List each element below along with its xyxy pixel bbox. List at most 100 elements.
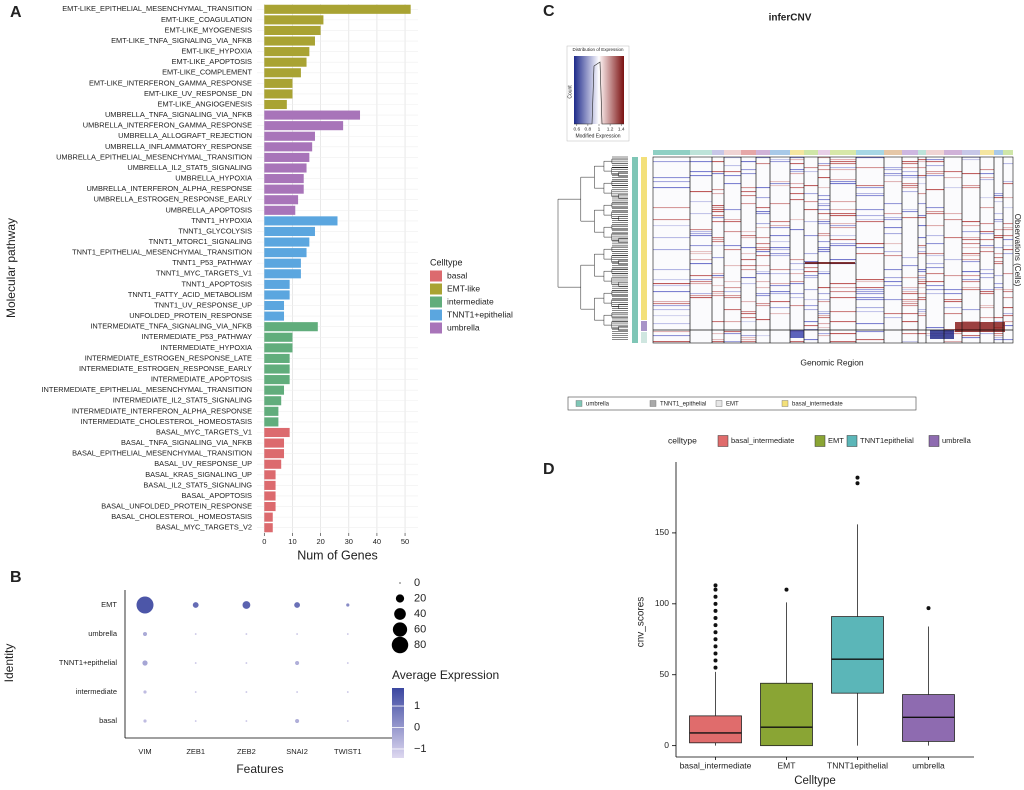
heatmap-cell bbox=[856, 297, 884, 299]
heatmap-cell bbox=[918, 269, 926, 271]
heatmap-cell bbox=[902, 277, 918, 279]
heatmap-cell bbox=[690, 233, 712, 235]
heatmap-cell bbox=[756, 265, 770, 267]
legend-label: TNNT1+epithelial bbox=[447, 309, 513, 319]
heatmap-cell bbox=[790, 263, 804, 265]
y-tick-label: TNNT1_P53_PATHWAY bbox=[172, 258, 252, 267]
heatmap-cell bbox=[770, 159, 790, 161]
dot bbox=[192, 602, 199, 608]
heatmap-cell bbox=[724, 249, 741, 251]
legend-label: umbrella bbox=[942, 436, 972, 445]
y-tick-label: TNNT1_FATTY_ACID_METABOLISM bbox=[128, 290, 252, 299]
region-annotation bbox=[980, 150, 994, 155]
heatmap-cell bbox=[884, 227, 902, 229]
heatmap-cell bbox=[962, 279, 980, 281]
legend-swatch bbox=[430, 296, 442, 308]
heatmap-cell bbox=[790, 341, 804, 343]
heatmap-cell bbox=[926, 165, 944, 167]
heatmap-cell bbox=[902, 167, 918, 169]
heatmap-cell bbox=[1003, 253, 1013, 255]
heatmap-cell bbox=[980, 197, 994, 199]
heatmap-cell bbox=[790, 157, 804, 159]
heatmap-cell bbox=[980, 293, 994, 295]
heatmap-cell bbox=[884, 213, 902, 215]
bar bbox=[264, 152, 310, 162]
bar bbox=[264, 174, 304, 184]
outlier bbox=[713, 644, 718, 649]
heatmap-background bbox=[653, 157, 1013, 343]
legend-label: TNNT1epithelial bbox=[860, 436, 914, 445]
legend-label: EMT bbox=[828, 436, 844, 445]
legend-label: intermediate bbox=[447, 296, 494, 306]
outlier bbox=[713, 637, 718, 642]
heatmap-cell bbox=[770, 253, 790, 255]
heatmap-cell bbox=[980, 169, 994, 171]
dendrogram-branch bbox=[580, 176, 595, 222]
dot bbox=[295, 660, 300, 666]
heatmap-cell bbox=[918, 277, 926, 279]
color-key-y-title: Count bbox=[567, 85, 573, 99]
heatmap-cell bbox=[918, 193, 926, 195]
region-annotation bbox=[712, 150, 724, 155]
heatmap-cell bbox=[918, 167, 926, 169]
heatmap-cell bbox=[980, 333, 994, 335]
heatmap-cell bbox=[994, 257, 1003, 259]
heatmap-cell bbox=[724, 219, 741, 221]
heatmap-cell bbox=[980, 291, 994, 293]
bar bbox=[264, 269, 301, 279]
chart-title: inferCNV bbox=[769, 13, 812, 24]
heatmap-cell bbox=[690, 231, 712, 233]
bar bbox=[264, 523, 273, 533]
dendrogram-branch bbox=[611, 202, 628, 208]
heatmap-cell bbox=[994, 193, 1003, 195]
heatmap-cell bbox=[856, 291, 884, 293]
heatmap-cell bbox=[724, 331, 741, 333]
heatmap-cell bbox=[804, 321, 818, 323]
dot bbox=[242, 601, 251, 609]
heatmap-cell bbox=[918, 161, 926, 163]
heatmap-cell bbox=[902, 301, 918, 303]
dendrogram-branch bbox=[603, 160, 612, 172]
heatmap-cell bbox=[856, 243, 884, 245]
size-legend-label: 40 bbox=[414, 608, 426, 620]
heatmap-cell bbox=[830, 213, 856, 215]
heatmap-cell bbox=[830, 321, 856, 323]
heatmap-cell bbox=[926, 255, 944, 257]
heatmap-cell bbox=[712, 173, 724, 175]
heatmap-cell bbox=[994, 275, 1003, 277]
x-tick-label: 20 bbox=[316, 537, 324, 546]
heatmap-cell bbox=[980, 269, 994, 271]
region-annotation bbox=[926, 150, 944, 155]
heatmap-cell bbox=[918, 281, 926, 283]
heatmap-cell bbox=[804, 325, 818, 327]
heatmap-cell bbox=[1003, 223, 1013, 225]
heatmap-cell bbox=[1003, 163, 1013, 165]
panel-label: B bbox=[10, 569, 22, 586]
dendrogram-branch bbox=[603, 314, 612, 326]
y-tick-label: UMBRELLA_APOPTOSIS bbox=[165, 205, 252, 214]
dot bbox=[346, 720, 349, 722]
heatmap-cell bbox=[926, 189, 944, 191]
dot bbox=[245, 691, 248, 693]
heatmap-cell bbox=[994, 235, 1003, 237]
heatmap-cell bbox=[994, 339, 1003, 341]
heatmap-cell bbox=[926, 293, 944, 295]
bar bbox=[264, 184, 304, 194]
heatmap-cell bbox=[918, 309, 926, 311]
heatmap-cell bbox=[962, 247, 980, 249]
heatmap-cell bbox=[918, 287, 926, 289]
x-tick-label: umbrella bbox=[912, 760, 945, 770]
region-annotation bbox=[653, 150, 690, 155]
heatmap-cell bbox=[818, 313, 830, 315]
heatmap-cell bbox=[962, 321, 980, 323]
panel-label: A bbox=[10, 4, 22, 21]
heatmap-cell bbox=[962, 275, 980, 277]
heatmap-cell bbox=[770, 273, 790, 275]
y-tick-label: INTERMEDIATE_TNFA_SIGNALING_VIA_NFKB bbox=[90, 322, 252, 331]
dendrogram-branch bbox=[603, 292, 612, 304]
heatmap-cell bbox=[724, 165, 741, 167]
dendrogram-branch bbox=[594, 165, 604, 189]
heatmap-cell bbox=[994, 283, 1003, 285]
heatmap-cell bbox=[770, 203, 790, 205]
legend-title: celltype bbox=[668, 435, 697, 445]
